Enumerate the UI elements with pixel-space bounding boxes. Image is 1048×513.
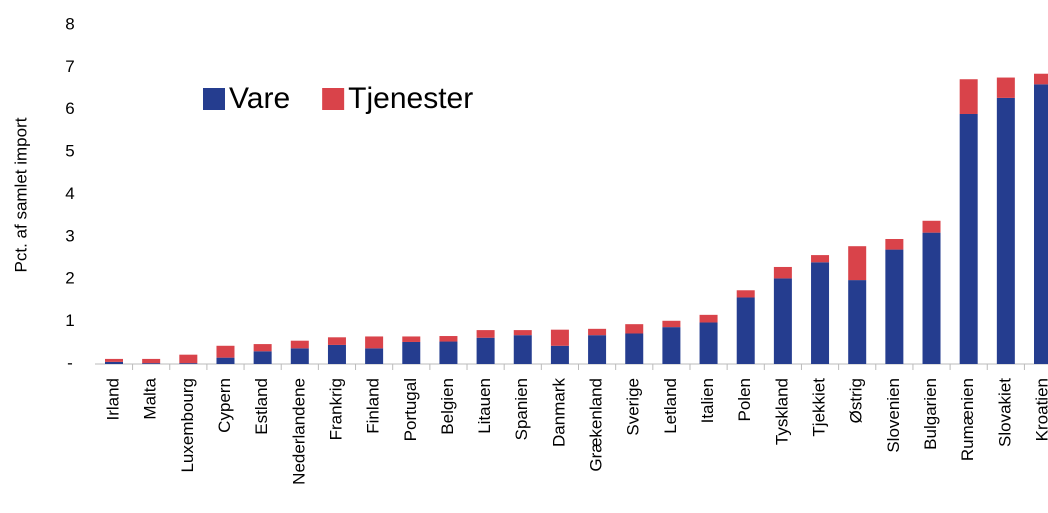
x-tick-label: Nederlandene: [289, 378, 308, 485]
x-tick-label: Finland: [364, 378, 383, 434]
bar-segment: [476, 330, 495, 338]
x-tick-label: Letland: [661, 378, 680, 434]
bar-segment: [105, 361, 123, 364]
bar-segment: [476, 337, 495, 364]
y-tick-label: 1: [65, 311, 74, 330]
x-tick-label: Italien: [698, 378, 717, 423]
bar-segment: [662, 327, 681, 364]
bar-segment: [550, 329, 569, 346]
bar-segment: [885, 249, 904, 364]
bar-segment: [699, 322, 718, 364]
bar-segment: [922, 232, 941, 364]
y-tick-label: -: [67, 353, 73, 372]
x-tick-label: Østrig: [847, 378, 866, 423]
bar-segment: [811, 255, 830, 263]
legend-swatch: [322, 88, 345, 110]
y-tick-label: 7: [65, 57, 74, 76]
legend: Vare Tjenester: [203, 82, 473, 115]
bar-segment: [513, 330, 532, 336]
x-tick-label: Kroatien: [1032, 378, 1048, 441]
bar-segment: [811, 262, 830, 364]
bar-segment: [550, 345, 569, 364]
legend-label: Vare: [229, 82, 290, 115]
x-tick-label: Frankrig: [326, 378, 345, 440]
x-tick-label: Tyskland: [772, 378, 791, 445]
x-tick-label: Sverige: [624, 378, 643, 436]
x-tick-label: Bulgarien: [921, 378, 940, 450]
bar-segment: [736, 290, 755, 298]
bar-segment: [365, 348, 384, 364]
x-tick-label: Irland: [103, 378, 122, 421]
bar-segment: [922, 220, 941, 233]
bar-segment: [253, 344, 272, 352]
bar-segment: [253, 351, 272, 364]
bar-segment: [848, 246, 867, 281]
bar-segment: [1034, 84, 1048, 364]
bar-segment: [216, 357, 235, 364]
bar-segment: [216, 345, 235, 358]
bar-segment: [179, 354, 198, 364]
y-tick-label: 2: [65, 269, 74, 288]
bar-segment: [402, 341, 421, 364]
bar-segment: [662, 320, 681, 328]
bar-segment: [142, 358, 161, 364]
bar-segment: [290, 348, 309, 364]
bar-segment: [625, 324, 644, 334]
y-axis-label: Pct. af samlet import: [11, 117, 30, 272]
bar-segment: [105, 358, 123, 362]
x-tick-label: Belgien: [438, 378, 457, 435]
bar-segment: [327, 344, 346, 364]
x-tick-label: Litauen: [475, 378, 494, 434]
bar-segment: [625, 333, 644, 364]
x-tick-label: Slovenien: [884, 378, 903, 453]
x-tick-label: Slovakiet: [995, 378, 1014, 447]
bar-segment: [1034, 73, 1048, 85]
bar-segment: [588, 328, 607, 336]
bar-segment: [773, 278, 792, 364]
bar-segment: [736, 297, 755, 364]
bar-segment: [290, 340, 309, 349]
bar-segment: [959, 113, 978, 364]
bar-segment: [996, 97, 1015, 364]
bar-segment: [699, 314, 718, 323]
bar-segment: [588, 335, 607, 364]
x-tick-label: Luxembourg: [178, 378, 197, 473]
bar-segment: [179, 363, 198, 364]
y-tick-label: 8: [65, 14, 74, 33]
bar-segment: [327, 337, 346, 345]
x-tick-label: Malta: [141, 377, 160, 419]
x-tick-label: Danmark: [549, 378, 568, 447]
x-tick-label: Cypern: [215, 378, 234, 433]
bar-segment: [959, 79, 978, 114]
y-tick-label: 5: [65, 142, 74, 161]
y-tick-label: 3: [65, 226, 74, 245]
bar-segment: [142, 363, 161, 364]
x-tick-label: Spanien: [512, 378, 531, 440]
bar-segment: [402, 336, 421, 342]
x-tick-label: Polen: [735, 378, 754, 421]
legend-swatch: [203, 88, 225, 110]
bar-segment: [439, 341, 458, 364]
bar-segment: [513, 335, 532, 364]
legend-label: Tjenester: [348, 82, 473, 115]
bar-segment: [365, 336, 384, 349]
x-tick-label: Grækenland: [587, 378, 606, 472]
x-tick-label: Estland: [252, 378, 271, 435]
y-tick-label: 6: [65, 99, 74, 118]
bar-segment: [848, 280, 867, 364]
x-tick-label: Rumænien: [958, 378, 977, 461]
y-tick-label: 4: [65, 184, 74, 203]
bar-segment: [773, 266, 792, 279]
bar-segment: [996, 77, 1015, 98]
x-tick-label: Tjekkiet: [810, 378, 829, 437]
x-tick-label: Portugal: [401, 378, 420, 441]
bar-segment: [439, 336, 458, 342]
bar-segment: [885, 238, 904, 250]
